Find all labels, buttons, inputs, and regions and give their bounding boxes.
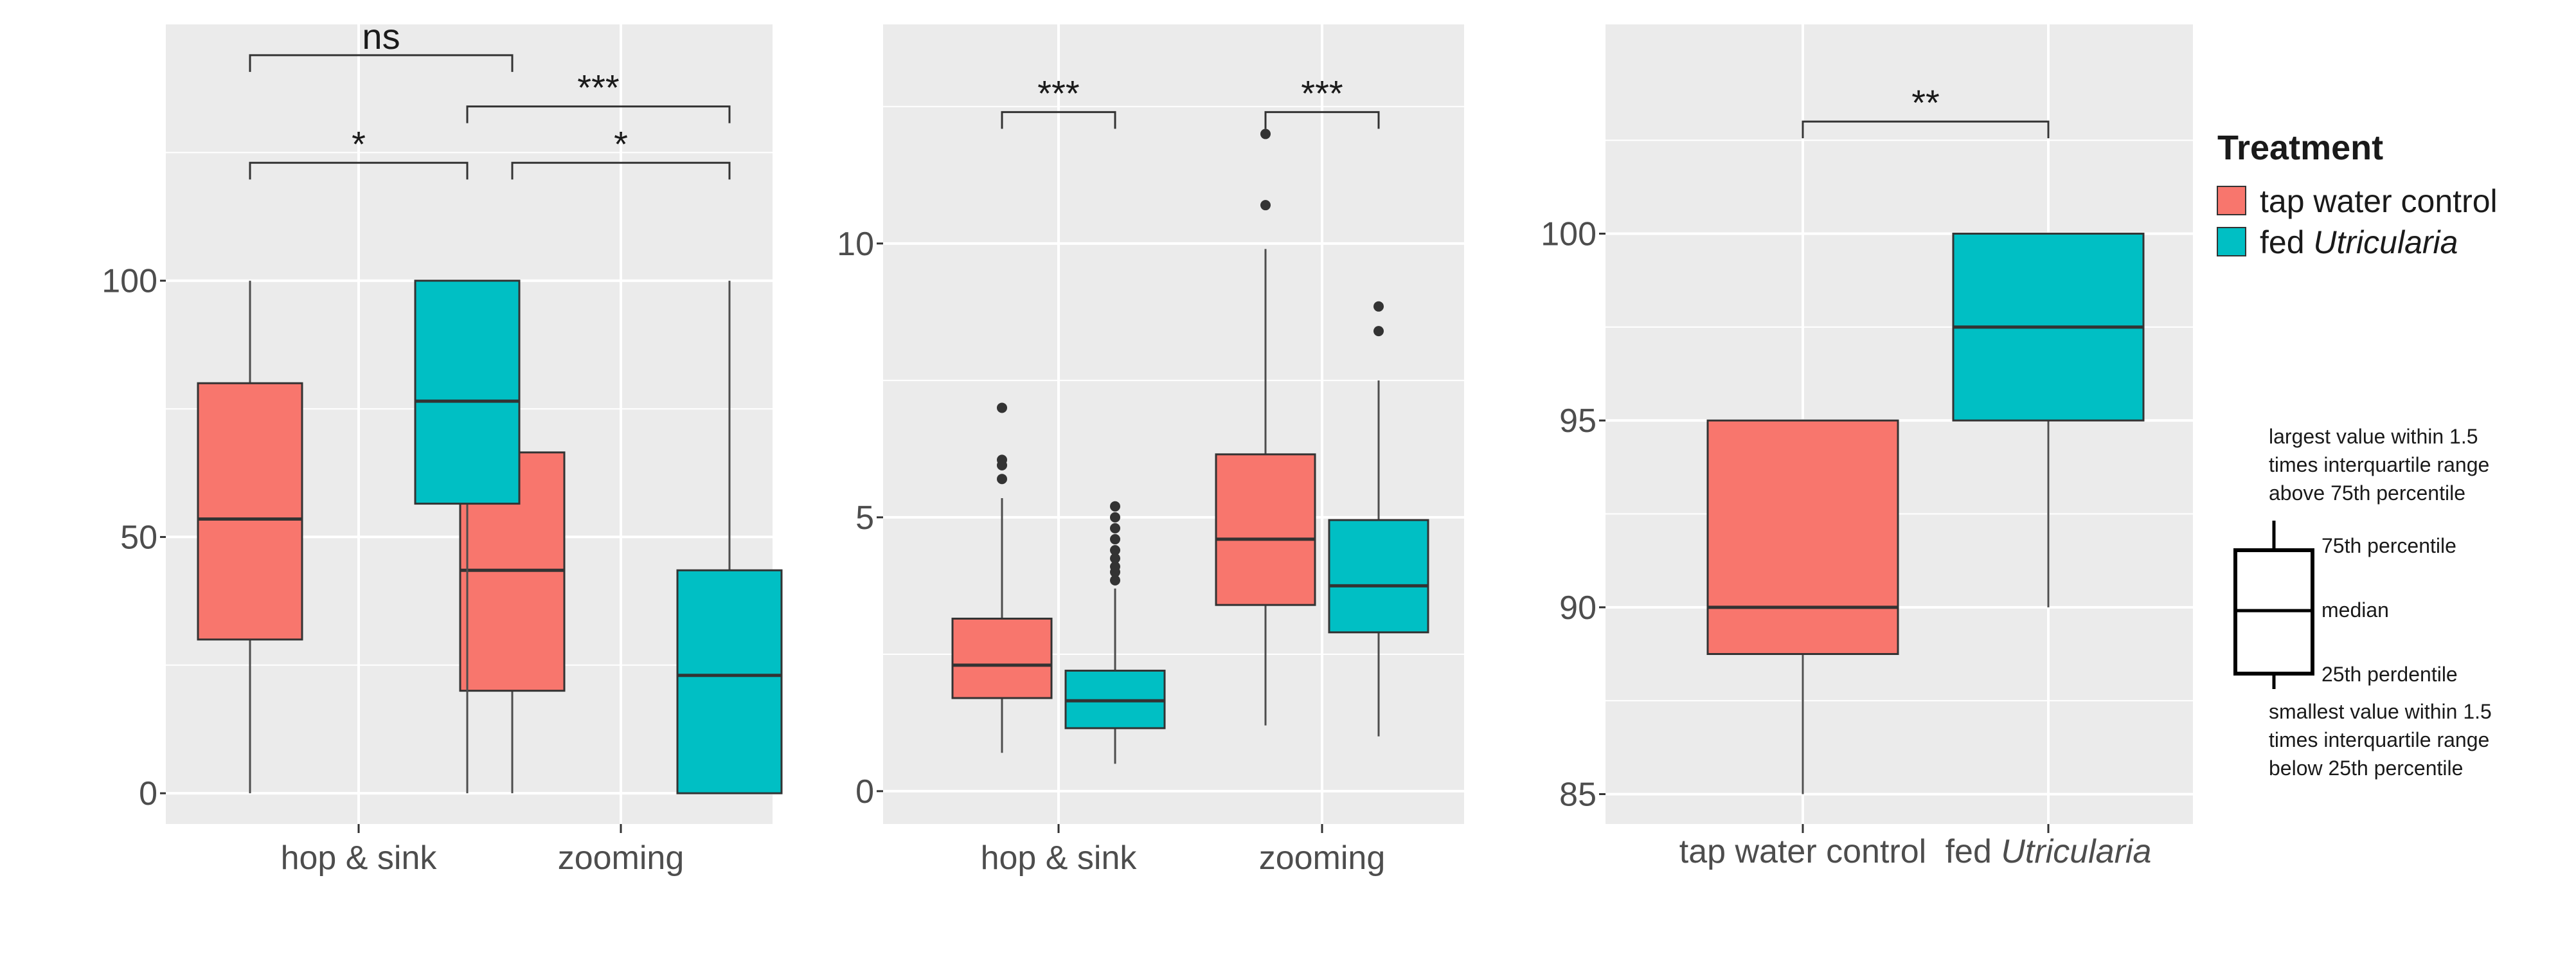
key-bottom-line-3: below 25th percentile (2269, 757, 2463, 780)
key-top-line-1: largest value within 1.5 (2269, 425, 2478, 448)
outlier-point (1110, 523, 1120, 533)
y-tick-label: 85 (1559, 776, 1597, 813)
outlier-point (1110, 533, 1120, 544)
boxplot-key: largest value within 1.5 times interquar… (2233, 425, 2492, 780)
panel-b: 0 5 10 hop & sink zooming *** *** (837, 24, 1464, 877)
outlier-point (1110, 501, 1120, 512)
key-bottom-line-1: smallest value within 1.5 (2269, 700, 2492, 723)
y-tick-label: 100 (1541, 216, 1597, 253)
significance-label: *** (1301, 73, 1343, 113)
x-tick-label: zooming (1259, 839, 1386, 877)
x-tick-label: fed Utricularia (1945, 833, 2152, 870)
outlier-point (1110, 512, 1120, 523)
outlier-point (1110, 553, 1120, 564)
box (1215, 453, 1316, 606)
y-tick-label: 10 (837, 226, 874, 263)
significance-label: *** (577, 67, 619, 108)
y-tick-label: 95 (1559, 402, 1597, 440)
legend: Treatment tap water control fed Utricula… (2217, 129, 2498, 260)
outlier-point (1110, 575, 1120, 586)
outlier-point (1110, 561, 1120, 572)
key-bottom-line-2: times interquartile range (2269, 728, 2489, 751)
x-tick-label-plain: fed (1945, 833, 2001, 870)
outlier-point (1110, 544, 1120, 555)
box (197, 382, 303, 641)
key-q3-label: 75th percentile (2321, 534, 2456, 557)
box (676, 569, 783, 794)
legend-swatch-fed-utricularia (2217, 227, 2246, 256)
y-tick-label: 90 (1559, 589, 1597, 627)
key-top-line-3: above 75th percentile (2269, 481, 2465, 505)
significance-bracket (466, 105, 731, 123)
significance-bracket (249, 54, 514, 72)
x-tick-label: hop & sink (981, 839, 1138, 877)
plot-background (883, 24, 1464, 824)
legend-label-tap-water-control: tap water control (2260, 183, 2498, 219)
outlier-point (1373, 326, 1384, 337)
y-tick-label: 50 (120, 519, 157, 556)
y-tick-label: 0 (139, 775, 157, 812)
key-median-label: median (2321, 598, 2389, 622)
x-tick-label: hop & sink (281, 839, 438, 877)
legend-swatch-tap-water-control (2217, 186, 2246, 215)
significance-label: ns (362, 16, 400, 57)
box (1706, 419, 1899, 656)
outlier-point (997, 402, 1007, 413)
x-tick-label-italic: Utricularia (2001, 833, 2151, 870)
significance-bracket (1264, 111, 1380, 129)
outlier-point (997, 474, 1007, 485)
y-tick-label: 0 (855, 773, 874, 811)
significance-bracket (249, 161, 469, 180)
significance-label: *** (1037, 73, 1079, 113)
panel-c: 85 90 95 100 tap water control fed Utriculari… (1541, 24, 2193, 870)
significance-label: ** (1911, 82, 1940, 123)
outlier-point (997, 454, 1007, 465)
legend-label-tap-water-control-text: tap water control (2260, 183, 2498, 219)
plot-background (1606, 24, 2193, 824)
box (1328, 519, 1429, 634)
significance-bracket (511, 161, 731, 180)
legend-title: Treatment (2217, 129, 2383, 167)
y-tick-label: 100 (102, 263, 157, 300)
significance-bracket (1001, 111, 1116, 129)
legend-label-fed-utricularia: fed Utricularia (2260, 224, 2458, 260)
box (414, 280, 521, 505)
x-tick-label: zooming (558, 839, 684, 877)
legend-label-fed-text: fed (2260, 224, 2313, 260)
significance-label: * (352, 123, 366, 164)
box (951, 617, 1053, 699)
legend-label-utricularia-italic: Utricularia (2313, 224, 2458, 260)
y-tick-label: 5 (855, 499, 874, 537)
x-tick-label: tap water control (1679, 833, 1926, 870)
outlier-point (1260, 129, 1271, 139)
outlier-point (1260, 200, 1271, 211)
key-top-line-2: times interquartile range (2269, 453, 2489, 476)
outlier-point (1373, 301, 1384, 312)
key-q1-label: 25th perdentile (2321, 663, 2458, 686)
significance-bracket (1802, 120, 2050, 139)
significance-label: * (614, 123, 628, 164)
